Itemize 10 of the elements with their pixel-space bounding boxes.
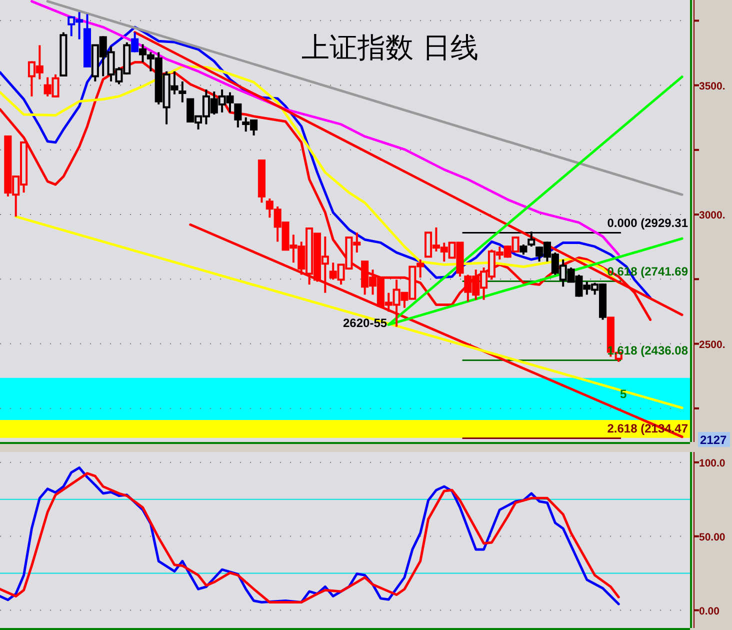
y-tick-label: 50.00	[699, 531, 726, 544]
annotation: 2620-55	[343, 316, 388, 330]
ref-line-label: 0.000 (2929.31	[607, 216, 688, 230]
y-tick-label: 3500.	[699, 80, 726, 92]
text: 上证指数 日线	[302, 31, 478, 64]
text: 2127	[700, 433, 728, 447]
y-tick-label: 0.00	[699, 605, 720, 618]
y-tick-label: 2500.	[699, 338, 726, 351]
y-tick-label: 3000.	[699, 210, 726, 222]
y-tick-label: 100.0	[699, 457, 726, 470]
